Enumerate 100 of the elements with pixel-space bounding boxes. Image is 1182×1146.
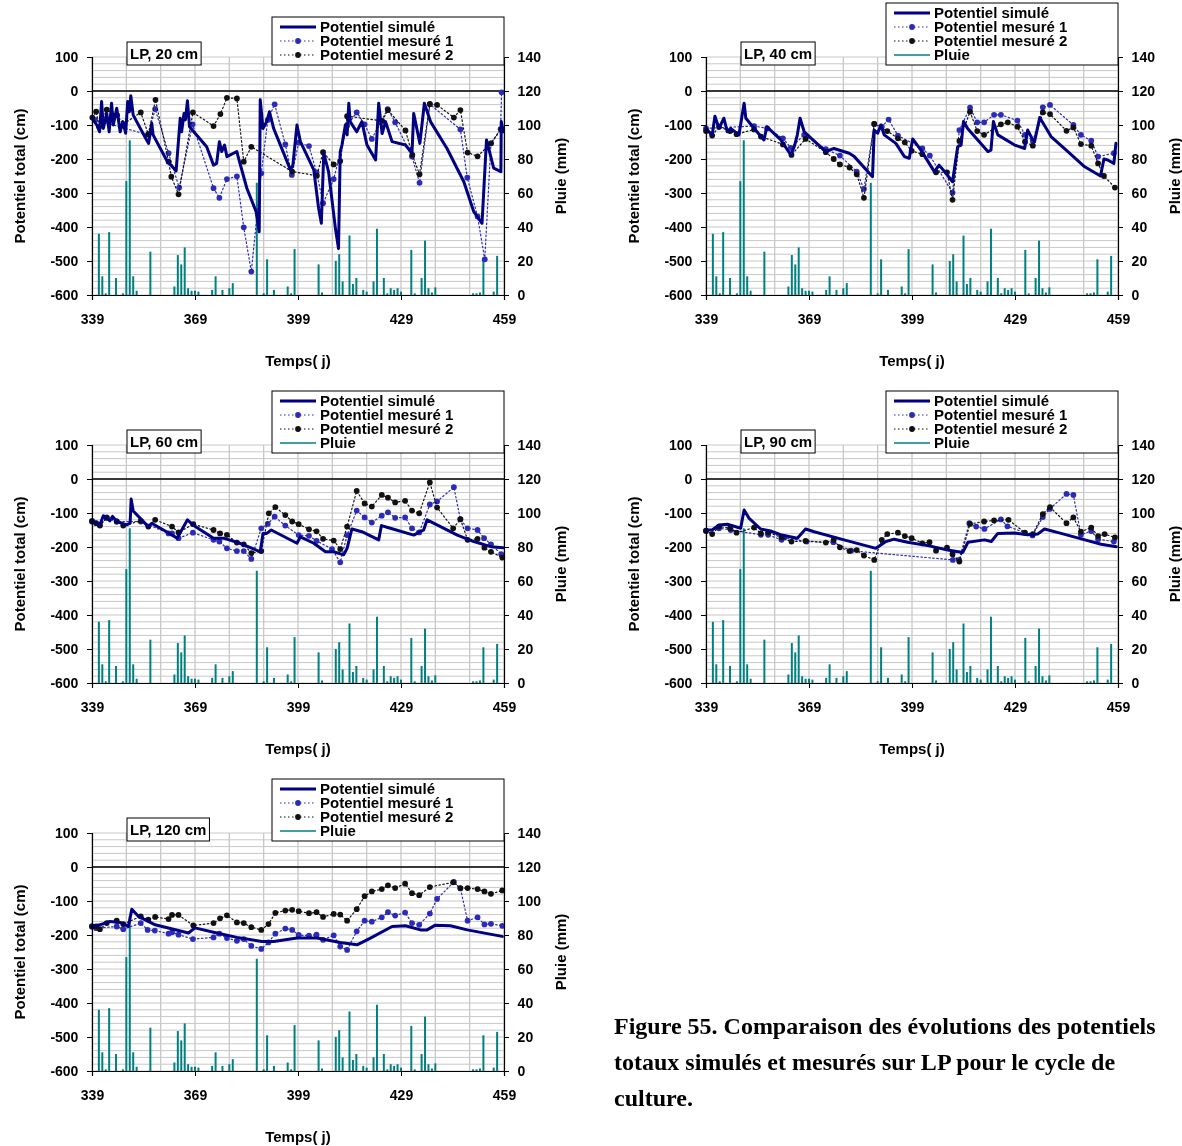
y-tick-label: -100 [664, 504, 693, 521]
y-tick-label: -100 [50, 504, 79, 521]
y-tick-label: -200 [664, 538, 693, 555]
y2-axis-title: Pluie (mm) [552, 137, 569, 215]
legend-label: Pluie [934, 434, 970, 451]
y2-tick-label: 80 [1131, 150, 1148, 167]
y2-tick-label: 0 [1131, 674, 1140, 691]
y2-tick-label: 120 [1131, 82, 1156, 99]
y2-tick-label: 20 [517, 252, 534, 269]
y-tick-label: -400 [664, 606, 693, 623]
y-tick-label: -500 [50, 252, 79, 269]
y-tick-label: -600 [50, 1062, 79, 1079]
chart-title: LP, 120 cm [130, 821, 207, 838]
y-tick-label: -200 [50, 538, 79, 555]
y-axis-title: Potentiel total (cm) [11, 496, 28, 632]
x-tick-label: 399 [286, 699, 311, 715]
y-tick-label: -500 [50, 1028, 79, 1045]
y2-tick-label: 80 [517, 926, 534, 943]
y-tick-label: -500 [50, 640, 79, 657]
x-tick-label: 459 [1106, 699, 1131, 715]
y2-tick-label: 40 [1131, 218, 1148, 235]
x-tick-label: 429 [1003, 311, 1028, 327]
x-axis-title: Temps( j) [879, 740, 945, 757]
legend-label: Potentiel simulé [934, 4, 1050, 21]
y2-tick-label: 60 [517, 572, 534, 589]
chart-title: LP, 90 cm [744, 433, 813, 450]
y-tick-label: -400 [50, 606, 79, 623]
y-tick-label: 0 [684, 470, 693, 487]
legend-label: Potentiel mesuré 2 [934, 420, 1068, 437]
y2-tick-label: 120 [517, 858, 542, 875]
y-tick-label: -600 [664, 674, 693, 691]
y-tick-label: -500 [664, 252, 693, 269]
x-tick-label: 369 [183, 311, 208, 327]
y2-tick-label: 120 [1131, 470, 1156, 487]
legend-label: Potentiel simulé [934, 392, 1050, 409]
y-tick-label: -100 [664, 116, 693, 133]
y2-tick-label: 140 [517, 824, 542, 841]
y-tick-label: -200 [50, 926, 79, 943]
legend-label: Potentiel mesuré 2 [320, 420, 454, 437]
legend-label: Pluie [320, 434, 356, 451]
y2-tick-label: 100 [1131, 504, 1156, 521]
legend-label: Potentiel mesuré 1 [320, 406, 454, 423]
y-tick-label: -400 [50, 994, 79, 1011]
y-tick-label: -200 [50, 150, 79, 167]
y-tick-label: -500 [664, 640, 693, 657]
y-tick-label: -300 [50, 184, 79, 201]
y-tick-label: -600 [50, 674, 79, 691]
x-tick-label: 369 [797, 699, 822, 715]
y2-tick-label: 20 [1131, 252, 1148, 269]
legend-label: Potentiel mesuré 1 [934, 406, 1068, 423]
y-axis-title: Potentiel total (cm) [11, 884, 28, 1020]
x-axis-title: Temps( j) [879, 352, 945, 369]
y2-tick-label: 80 [517, 150, 534, 167]
y-tick-label: -600 [664, 286, 693, 303]
y2-tick-label: 0 [1131, 286, 1140, 303]
y2-tick-label: 60 [1131, 572, 1148, 589]
y2-tick-label: 60 [1131, 184, 1148, 201]
y-tick-label: -400 [50, 218, 79, 235]
legend-label: Potentiel simulé [320, 780, 436, 797]
y2-tick-label: 100 [517, 116, 542, 133]
legend-label: Potentiel simulé [320, 392, 436, 409]
y2-tick-label: 0 [517, 674, 526, 691]
x-tick-label: 369 [183, 699, 208, 715]
y2-tick-label: 20 [1131, 640, 1148, 657]
x-tick-label: 399 [286, 1087, 311, 1103]
legend-label: Pluie [934, 46, 970, 63]
legend-label: Potentiel mesuré 1 [320, 794, 454, 811]
x-tick-label: 339 [80, 311, 105, 327]
x-tick-label: 369 [183, 1087, 208, 1103]
y2-axis-title: Pluie (mm) [552, 525, 569, 603]
legend-label: Potentiel mesuré 1 [934, 18, 1068, 35]
y2-tick-label: 0 [517, 1062, 526, 1079]
x-tick-label: 429 [389, 311, 414, 327]
y-axis-title: Potentiel total (cm) [625, 108, 642, 244]
y-tick-label: -300 [664, 572, 693, 589]
x-tick-label: 459 [492, 311, 517, 327]
chart-title: LP, 20 cm [130, 45, 199, 62]
y-tick-label: 100 [669, 48, 693, 65]
y-tick-label: -100 [50, 892, 79, 909]
x-tick-label: 399 [286, 311, 311, 327]
y2-tick-label: 20 [517, 640, 534, 657]
y2-tick-label: 140 [1131, 436, 1156, 453]
x-tick-label: 399 [900, 311, 925, 327]
chart-title: LP, 60 cm [130, 433, 199, 450]
y-tick-label: 0 [70, 858, 79, 875]
x-tick-label: 429 [1003, 699, 1028, 715]
y-axis-title: Potentiel total (cm) [11, 108, 28, 244]
x-tick-label: 339 [80, 1087, 105, 1103]
y2-tick-label: 80 [1131, 538, 1148, 555]
y-tick-label: -100 [50, 116, 79, 133]
y2-tick-label: 140 [1131, 48, 1156, 65]
legend-label: Potentiel mesuré 2 [320, 46, 454, 63]
x-axis-title: Temps( j) [265, 352, 331, 369]
y-tick-label: 0 [684, 82, 693, 99]
y2-tick-label: 80 [517, 538, 534, 555]
y2-tick-label: 60 [517, 184, 534, 201]
y-tick-label: 0 [70, 470, 79, 487]
x-tick-label: 429 [389, 699, 414, 715]
y2-tick-label: 140 [517, 436, 542, 453]
y-tick-label: -200 [664, 150, 693, 167]
